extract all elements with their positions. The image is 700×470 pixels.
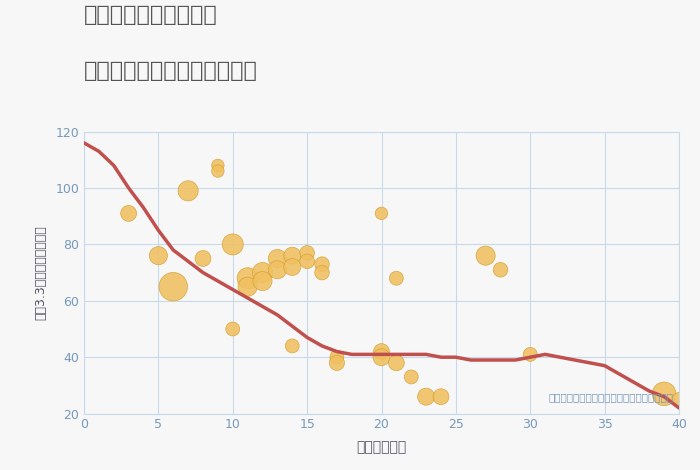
Point	[376, 210, 387, 217]
Point	[421, 393, 432, 400]
Point	[257, 277, 268, 285]
Point	[659, 390, 670, 398]
Point	[316, 260, 328, 268]
Point	[525, 351, 536, 358]
Point	[435, 393, 447, 400]
Point	[197, 255, 209, 262]
Point	[168, 283, 179, 290]
Point	[302, 258, 313, 265]
Point	[302, 249, 313, 257]
Point	[391, 274, 402, 282]
Point	[183, 187, 194, 195]
X-axis label: 築年数（年）: 築年数（年）	[356, 440, 407, 454]
Point	[287, 252, 298, 259]
Y-axis label: 坪（3.3㎡）単価（万円）: 坪（3.3㎡）単価（万円）	[34, 225, 47, 320]
Text: 築年数別中古マンション価格: 築年数別中古マンション価格	[84, 61, 258, 81]
Point	[673, 396, 685, 403]
Point	[287, 342, 298, 350]
Point	[123, 210, 134, 217]
Point	[212, 162, 223, 169]
Point	[376, 348, 387, 355]
Point	[480, 252, 491, 259]
Point	[331, 359, 342, 367]
Point	[257, 269, 268, 276]
Text: 兵庫県姫路市伊伝居の: 兵庫県姫路市伊伝居の	[84, 5, 218, 25]
Point	[316, 269, 328, 276]
Point	[153, 252, 164, 259]
Point	[272, 255, 283, 262]
Point	[376, 353, 387, 361]
Point	[272, 266, 283, 274]
Point	[212, 167, 223, 175]
Point	[331, 353, 342, 361]
Point	[242, 283, 253, 290]
Point	[242, 274, 253, 282]
Point	[391, 359, 402, 367]
Point	[227, 325, 238, 333]
Point	[227, 241, 238, 248]
Point	[406, 373, 417, 381]
Text: 円の大きさは、取引のあった物件面積を示す: 円の大きさは、取引のあった物件面積を示す	[548, 392, 673, 402]
Point	[495, 266, 506, 274]
Point	[287, 263, 298, 271]
